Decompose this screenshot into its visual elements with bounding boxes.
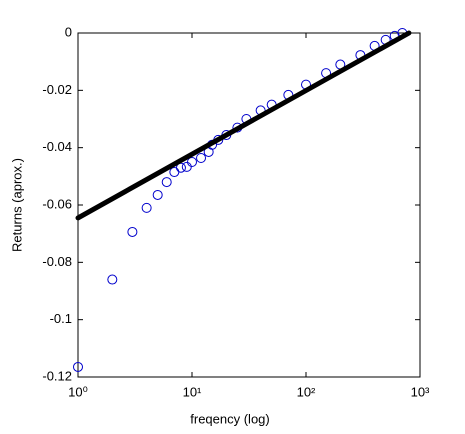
data-point bbox=[141, 202, 152, 213]
y-tick-label: -0.08 bbox=[42, 254, 72, 269]
data-point bbox=[127, 226, 138, 237]
x-tick-label: 10² bbox=[297, 384, 316, 399]
x-tick-label: 10³ bbox=[411, 384, 430, 399]
y-tick-label: -0.1 bbox=[50, 311, 72, 326]
data-point bbox=[152, 189, 163, 200]
data-point bbox=[73, 361, 83, 372]
data-point bbox=[161, 177, 172, 188]
x-axis-label: freqency (log) bbox=[190, 411, 269, 426]
fit-line bbox=[75, 30, 412, 221]
data-point bbox=[196, 152, 207, 163]
x-tick-label: 10⁰ bbox=[68, 384, 88, 399]
data-point bbox=[107, 274, 118, 285]
data-point bbox=[187, 157, 197, 167]
y-tick-label: -0.06 bbox=[42, 196, 72, 211]
y-tick-label: -0.02 bbox=[42, 82, 72, 97]
y-tick-label: -0.12 bbox=[42, 368, 72, 383]
y-tick-label: -0.04 bbox=[42, 139, 72, 154]
plot-frame bbox=[77, 32, 421, 378]
y-axis-label: Returns (aprox.) bbox=[9, 158, 24, 252]
y-tick-label: 0 bbox=[65, 24, 72, 39]
x-tick-label: 10¹ bbox=[183, 384, 202, 399]
